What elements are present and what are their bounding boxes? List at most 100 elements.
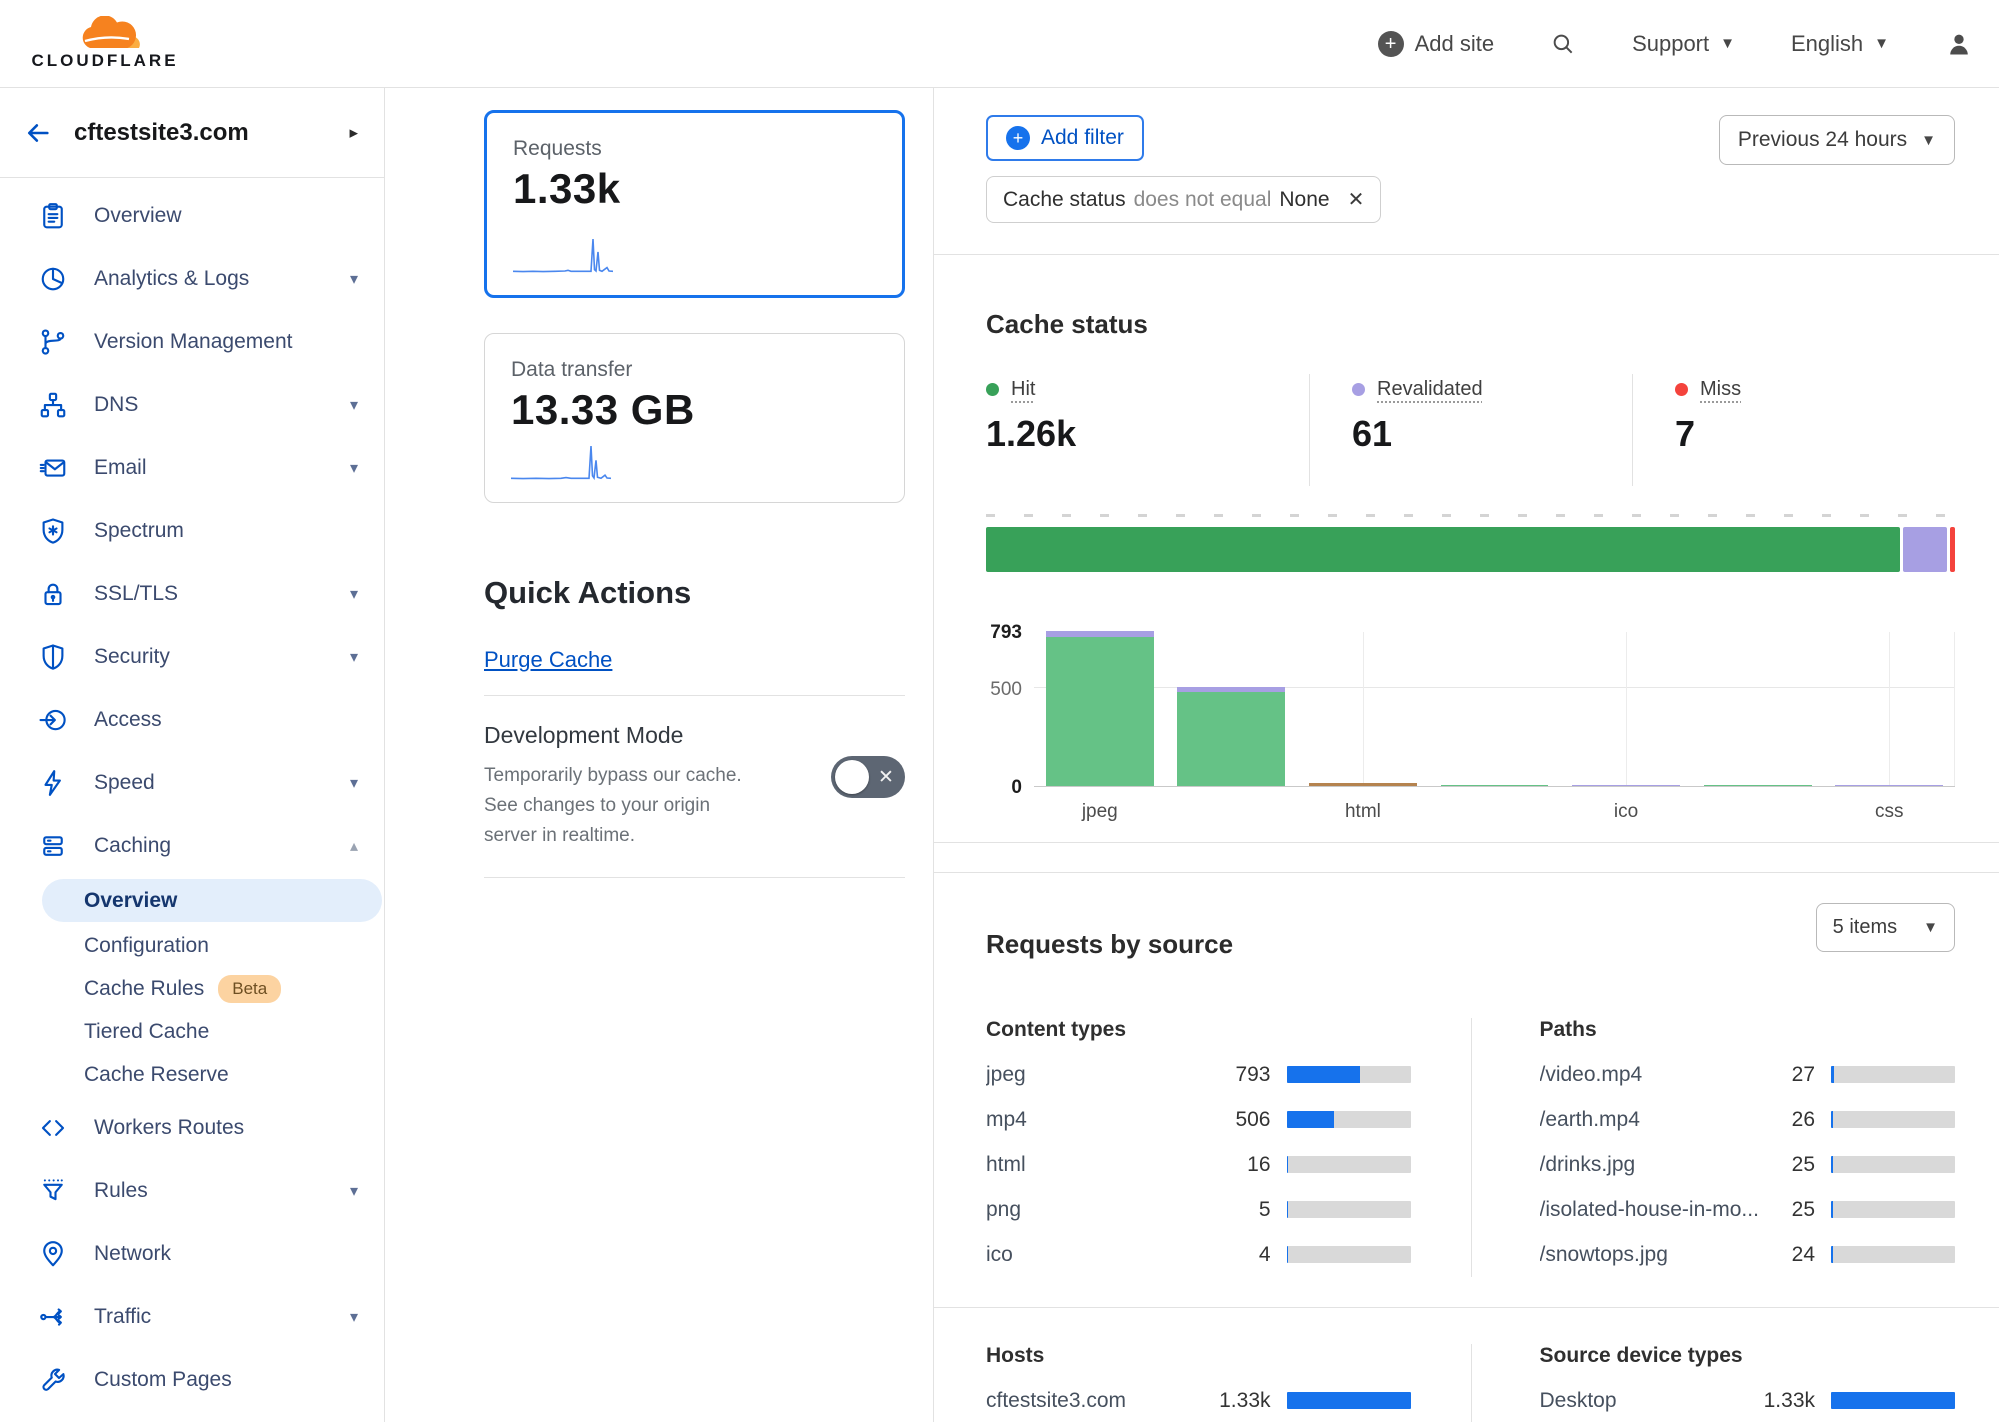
sidebar-subitem-cache-reserve[interactable]: Cache Reserve	[0, 1053, 384, 1096]
table-row[interactable]: mp4 506	[986, 1097, 1411, 1142]
search-button[interactable]	[1550, 31, 1576, 57]
sidebar-item-rules[interactable]: Rules ▾	[0, 1159, 384, 1222]
source-tables-row-2: Hosts cftestsite3.com 1.33k Source device…	[986, 1344, 1955, 1422]
cache-status-section: Cache status Hit 1.26k Revalidated 61 Miss 7 …	[934, 255, 1999, 843]
sidebar-item-label: Speed	[94, 770, 155, 794]
sidebar-item-email[interactable]: Email ▾	[0, 436, 384, 499]
x-tick-label: jpeg	[1081, 801, 1118, 822]
sidebar-subitem-configuration[interactable]: Configuration	[0, 924, 384, 967]
summary-column: Requests 1.33k Data transfer 13.33 GB Qu…	[385, 88, 933, 1422]
sidebar-item-custom-pages[interactable]: Custom Pages	[0, 1348, 384, 1411]
stat-label[interactable]: Miss	[1700, 378, 1742, 400]
purge-cache-link[interactable]: Purge Cache	[484, 647, 613, 672]
development-mode-toggle[interactable]: ✕	[831, 756, 905, 798]
site-switcher-chevron-icon[interactable]: ▸	[349, 122, 358, 142]
table-row[interactable]: cftestsite3.com 1.33k	[986, 1378, 1411, 1422]
sidebar-item-version-management[interactable]: Version Management	[0, 310, 384, 373]
speed-icon	[38, 768, 68, 798]
table-row[interactable]: Desktop 1.33k	[1540, 1378, 1955, 1422]
bar-css[interactable]	[1835, 785, 1944, 786]
gridline	[1362, 632, 1364, 786]
stat-label[interactable]: Revalidated	[1377, 378, 1483, 400]
requests-metric-card[interactable]: Requests 1.33k	[484, 110, 905, 298]
cloudflare-logo[interactable]: CLOUDFLARE	[20, 16, 190, 71]
sidebar-item-overview[interactable]: Overview	[0, 184, 384, 247]
sidebar-item-label: Analytics & Logs	[94, 266, 250, 290]
sidebar-item-label: Email	[94, 455, 147, 479]
chevron-down-icon: ▾	[349, 1308, 358, 1326]
remove-filter-icon[interactable]: ✕	[1347, 189, 1365, 211]
cache-status-stats: Hit 1.26k Revalidated 61 Miss 7	[986, 374, 1955, 486]
table-row[interactable]: /drinks.jpg 25	[1540, 1142, 1955, 1187]
bar-png[interactable]	[1440, 785, 1549, 786]
bar-unlabeled[interactable]	[1703, 785, 1812, 786]
sidebar-item-traffic[interactable]: Traffic ▾	[0, 1285, 384, 1348]
sidebar-subitem-tiered-cache[interactable]: Tiered Cache	[0, 1010, 384, 1053]
row-bar-fill	[1831, 1111, 1834, 1128]
table-row[interactable]: png 5	[986, 1187, 1411, 1232]
items-count-dropdown[interactable]: 5 items ▼	[1815, 903, 1955, 952]
support-menu[interactable]: Support ▼	[1632, 30, 1735, 56]
sidebar-subitem-overview[interactable]: Overview	[42, 879, 382, 922]
chevron-down-icon: ▾	[349, 1182, 358, 1200]
security-icon	[38, 642, 68, 672]
back-arrow-icon[interactable]	[24, 119, 52, 147]
sidebar-item-network[interactable]: Network	[0, 1222, 384, 1285]
add-filter-button[interactable]: + Add filter	[986, 115, 1144, 161]
source-device-types-table: Source device types Desktop 1.33k	[1470, 1344, 1955, 1422]
row-label: cftestsite3.com	[986, 1388, 1127, 1412]
add-site-button[interactable]: + Add site	[1377, 30, 1494, 57]
sidebar-item-caching[interactable]: Caching ▴	[0, 814, 384, 877]
sidebar-item-ssl-tls[interactable]: SSL/TLS ▾	[0, 562, 384, 625]
cache-status-stat-revalidated: Revalidated 61	[1309, 374, 1632, 486]
table-row[interactable]: jpeg 793	[986, 1052, 1411, 1097]
plus-icon: +	[1006, 126, 1030, 150]
sidebar-item-label: Workers Routes	[94, 1115, 245, 1139]
bar-mp4[interactable]	[1177, 687, 1286, 786]
bar-html[interactable]	[1308, 783, 1417, 786]
development-mode-description: Temporarily bypass our cache. See change…	[484, 765, 742, 847]
bar-segment-revalidated	[1177, 687, 1286, 692]
row-bar-fill	[1286, 1246, 1289, 1263]
sidebar-item-label: Custom Pages	[94, 1367, 232, 1391]
sidebar-item-label: Spectrum	[94, 518, 184, 542]
table-row[interactable]: html 16	[986, 1142, 1411, 1187]
divider	[934, 1307, 1999, 1308]
table-row[interactable]: /video.mp4 27	[1540, 1052, 1955, 1097]
stat-value: 61	[1352, 413, 1393, 454]
bar-ico[interactable]	[1572, 785, 1680, 786]
bar-jpeg[interactable]	[1045, 631, 1154, 786]
gridline	[1954, 632, 1955, 786]
top-header: CLOUDFLARE + Add site Support ▼ English …	[0, 0, 1999, 88]
sidebar-item-analytics-logs[interactable]: Analytics & Logs ▾	[0, 247, 384, 310]
sidebar-subitem-cache-rules[interactable]: Cache Rules Beta	[0, 967, 384, 1010]
data-transfer-metric-card[interactable]: Data transfer 13.33 GB	[484, 333, 905, 503]
language-menu[interactable]: English ▼	[1790, 30, 1889, 56]
subitem-label: Configuration	[84, 933, 209, 957]
sidebar-item-workers-routes[interactable]: Workers Routes	[0, 1096, 384, 1159]
network-icon	[38, 1239, 68, 1269]
table-row[interactable]: ico 4	[986, 1232, 1411, 1277]
stat-label[interactable]: Hit	[1011, 378, 1036, 400]
row-value: 25	[1791, 1197, 1815, 1221]
legend-dot-icon	[1352, 383, 1365, 396]
time-range-dropdown[interactable]: Previous 24 hours ▼	[1718, 115, 1955, 165]
table-row[interactable]: /isolated-house-in-mo... 25	[1540, 1187, 1955, 1232]
account-menu[interactable]	[1945, 30, 1973, 58]
table-row[interactable]: /earth.mp4 26	[1540, 1097, 1955, 1142]
row-bar-fill	[1831, 1246, 1834, 1263]
sidebar-item-label: Caching	[94, 833, 172, 857]
sidebar-item-dns[interactable]: DNS ▾	[0, 373, 384, 436]
sidebar-item-spectrum[interactable]: Spectrum	[0, 499, 384, 562]
legend-dot-icon	[986, 383, 999, 396]
row-bar-track	[1286, 1392, 1411, 1409]
user-icon	[1950, 34, 1968, 54]
row-bar-fill	[1286, 1066, 1361, 1083]
sidebar-item-security[interactable]: Security ▾	[0, 625, 384, 688]
row-value: 5	[1258, 1197, 1271, 1221]
sidebar-item-access[interactable]: Access	[0, 688, 384, 751]
row-bar-fill	[1831, 1066, 1834, 1083]
sidebar-nav: Overview Analytics & Logs ▾ Version Managem…	[0, 178, 384, 1411]
sidebar-item-speed[interactable]: Speed ▾	[0, 751, 384, 814]
table-row[interactable]: /snowtops.jpg 24	[1540, 1232, 1955, 1277]
